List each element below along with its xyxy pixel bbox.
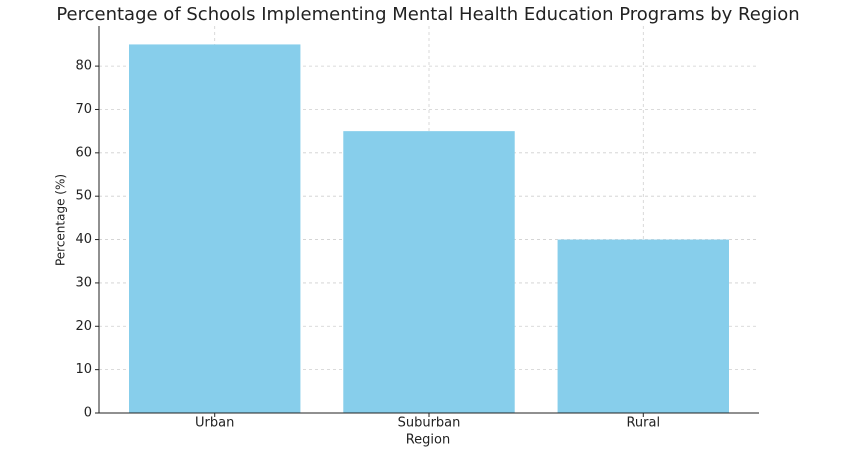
y-tick-label: 0 [84,406,92,421]
bar [557,239,729,413]
x-axis-label: Region [406,433,451,448]
bar [129,44,301,414]
bar [343,131,515,414]
y-tick-label: 60 [75,145,92,160]
y-tick-label: 30 [75,275,92,290]
x-tick-label: Suburban [398,416,461,431]
y-tick-label: 20 [75,319,92,334]
x-tick-label: Urban [195,416,234,431]
y-tick-label: 10 [75,362,92,377]
y-tick-label: 70 [75,102,92,117]
chart-title: Percentage of Schools Implementing Menta… [56,4,799,25]
y-tick-label: 50 [75,189,92,204]
x-tick-label: Rural [626,416,660,431]
y-axis-label: Percentage (%) [54,174,68,266]
y-tick-label: 80 [75,59,92,74]
y-tick-label: 40 [75,232,92,247]
